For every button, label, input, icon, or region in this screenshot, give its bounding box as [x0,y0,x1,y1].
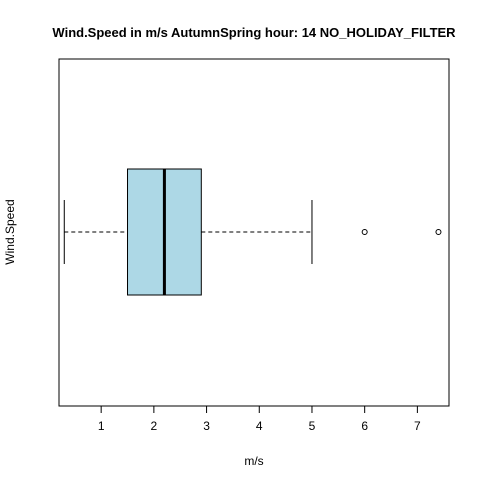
y-axis-label: Wind.Speed [3,199,17,264]
x-tick-label: 2 [151,419,158,433]
x-axis: 1 2 3 4 5 6 7 [98,405,421,433]
x-axis-label: m/s [244,454,263,468]
chart-title: Wind.Speed in m/s AutumnSpring hour: 14 … [52,25,456,40]
box-group [63,168,442,296]
outlier-point [361,229,368,235]
x-tick-label: 6 [361,419,368,433]
x-tick-label: 7 [414,419,421,433]
x-tick-label: 5 [309,419,316,433]
x-tick-label: 4 [256,419,263,433]
outlier-point [435,229,442,235]
x-tick-label: 1 [98,419,105,433]
x-tick-label: 3 [203,419,210,433]
